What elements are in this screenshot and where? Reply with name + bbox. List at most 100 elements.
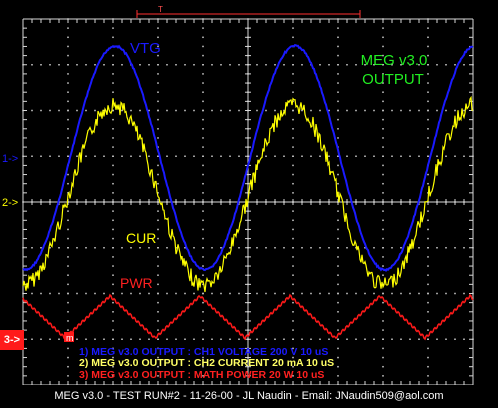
grid-dot bbox=[292, 283, 294, 286]
grid-dot bbox=[112, 274, 114, 276]
grid-dot bbox=[58, 338, 60, 340]
grid-dot bbox=[418, 109, 420, 112]
grid-dot bbox=[274, 109, 276, 112]
grid-dot bbox=[382, 109, 384, 112]
grid-dot bbox=[427, 265, 429, 267]
grid-dot bbox=[454, 247, 456, 249]
grid-dot bbox=[319, 64, 321, 66]
grid-dot bbox=[202, 192, 204, 194]
grid-dot bbox=[292, 347, 294, 350]
grid-dot bbox=[175, 109, 177, 112]
grid-dot bbox=[301, 292, 303, 295]
grid-dot bbox=[202, 64, 204, 66]
grid-dot bbox=[337, 265, 339, 267]
grid-dot bbox=[418, 292, 420, 295]
grid-dot bbox=[76, 155, 78, 157]
grid-dot bbox=[319, 109, 321, 112]
grid-dot bbox=[427, 128, 429, 130]
grid-dot bbox=[409, 155, 411, 157]
grid-dot bbox=[256, 155, 258, 157]
grid-dot bbox=[256, 109, 258, 112]
grid-dot bbox=[337, 365, 339, 368]
grid-dot bbox=[40, 64, 42, 66]
chart-title-line2: OUTPUT bbox=[362, 71, 424, 88]
grid-dot bbox=[184, 292, 186, 295]
grid-dot bbox=[148, 292, 150, 295]
grid-dot bbox=[382, 173, 384, 176]
grid-dot bbox=[220, 155, 222, 157]
grid-dot bbox=[301, 338, 303, 340]
grid-dot bbox=[445, 109, 447, 112]
grid-dot bbox=[130, 247, 132, 249]
grid-dot bbox=[337, 137, 339, 139]
grid-dot bbox=[229, 292, 231, 295]
grid-dot bbox=[112, 82, 114, 84]
grid-dot bbox=[337, 91, 339, 93]
grid-dot bbox=[355, 292, 357, 295]
grid-dot bbox=[346, 292, 348, 295]
grid-dot bbox=[364, 247, 366, 249]
grid-dot bbox=[112, 54, 114, 57]
grid-dot bbox=[103, 64, 105, 66]
grid-dot bbox=[328, 64, 330, 66]
grid-dot bbox=[382, 338, 384, 340]
grid-dot bbox=[355, 155, 357, 157]
grid-dot bbox=[49, 338, 51, 340]
grid-dot bbox=[67, 210, 69, 212]
grid-dot bbox=[112, 356, 114, 359]
grid-dot bbox=[292, 292, 294, 295]
grid-dot bbox=[427, 219, 429, 222]
grid-dot bbox=[202, 247, 204, 249]
grid-dot bbox=[292, 82, 294, 84]
grid-dot bbox=[418, 338, 420, 340]
grid-dot bbox=[427, 347, 429, 350]
grid-dot bbox=[139, 292, 141, 295]
grid-dot bbox=[112, 64, 114, 66]
grid-dot bbox=[238, 247, 240, 249]
grid-dot bbox=[337, 45, 339, 48]
grid-dot bbox=[202, 155, 204, 157]
grid-dot bbox=[292, 137, 294, 139]
grid-dot bbox=[301, 247, 303, 249]
grid-dot bbox=[202, 274, 204, 276]
grid-dot bbox=[256, 64, 258, 66]
grid-dot bbox=[85, 64, 87, 66]
grid-dot bbox=[112, 210, 114, 212]
grid-dot bbox=[184, 247, 186, 249]
grid-dot bbox=[112, 329, 114, 331]
grid-dot bbox=[121, 247, 123, 249]
grid-dot bbox=[157, 100, 159, 103]
grid-dot bbox=[49, 64, 51, 66]
grid-dot bbox=[427, 73, 429, 75]
grid-dot bbox=[166, 247, 168, 249]
grid-dot bbox=[112, 27, 114, 29]
grid-dot bbox=[427, 237, 429, 240]
grid-dot bbox=[112, 146, 114, 148]
grid-dot bbox=[328, 292, 330, 295]
grid-dot bbox=[364, 338, 366, 340]
channel-marker-1: 1-> bbox=[2, 153, 18, 165]
grid-dot bbox=[202, 137, 204, 139]
grid-dot bbox=[31, 292, 33, 295]
grid-dot bbox=[157, 73, 159, 75]
legend-line-1: 1) MEG v3.0 OUTPUT : CH1 VOLTAGE 200 V 1… bbox=[79, 346, 328, 358]
grid-dot bbox=[67, 311, 69, 313]
grid-dot bbox=[202, 36, 204, 39]
grid-dot bbox=[292, 64, 294, 66]
grid-dot bbox=[238, 64, 240, 66]
grid-dot bbox=[292, 182, 294, 185]
grid-dot bbox=[67, 45, 69, 48]
grid-dot bbox=[337, 237, 339, 240]
grid-dot bbox=[157, 283, 159, 286]
grid-dot bbox=[427, 64, 429, 66]
grid-dot bbox=[337, 210, 339, 212]
grid-dot bbox=[76, 109, 78, 112]
grid-dot bbox=[409, 338, 411, 340]
grid-dot bbox=[166, 109, 168, 112]
grid-dot bbox=[85, 292, 87, 295]
grid-dot bbox=[382, 118, 384, 121]
grid-dot bbox=[373, 247, 375, 249]
grid-dot bbox=[193, 292, 195, 295]
grid-dot bbox=[346, 247, 348, 249]
grid-dot bbox=[337, 128, 339, 130]
